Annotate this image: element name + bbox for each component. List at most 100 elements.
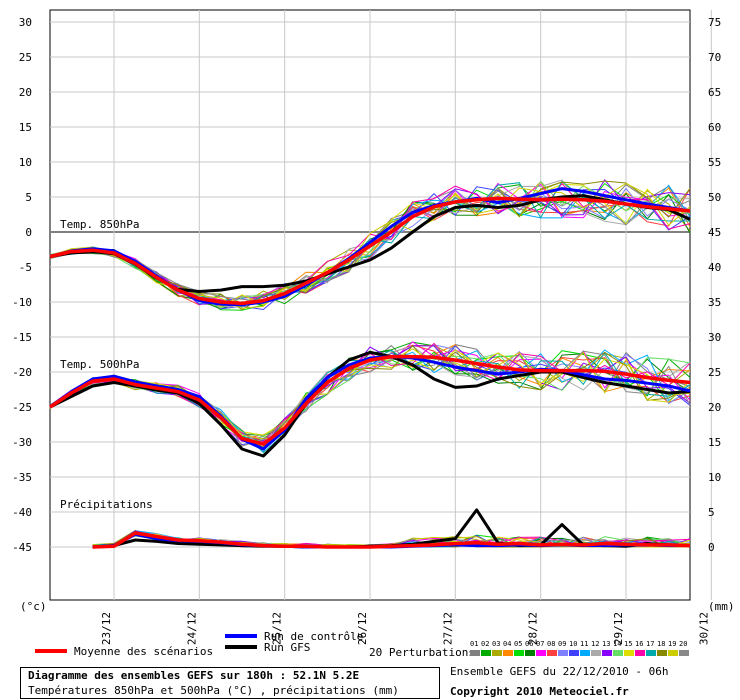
legend-perturbation-id: 11 [580,640,588,648]
legend-perturbation-swatch [635,650,645,656]
right-tick-label: 15 [708,436,721,449]
t500-label: Temp. 500hPa [60,358,139,371]
right-tick-label: 70 [708,51,721,64]
right-tick-label: 20 [708,401,721,414]
right-tick-label: 30 [708,331,721,344]
left-tick-label: -15 [12,331,32,344]
legend-perturbation-id: 01 [470,640,478,648]
x-tick-label: 23/12 [100,612,113,645]
legend-perturbation-id: 05 [514,640,522,648]
legend-perturbation-id: 17 [646,640,654,648]
footer-title-box [20,667,440,699]
right-tick-label: 35 [708,296,721,309]
footer-subtitle: Températures 850hPa et 500hPa (°C) , pré… [28,684,399,697]
right-tick-label: 55 [708,156,721,169]
x-tick-label: 27/12 [441,612,454,645]
legend-perturbation-id: 07 [536,640,544,648]
legend-perturbation-swatch [492,650,502,656]
perturbation-line [49,182,691,309]
legend-perturbation-id: 16 [635,640,643,648]
left-tick-label: 30 [19,16,32,29]
legend-perturbation-swatch [602,650,612,656]
mean-line-t850 [49,196,691,306]
mean-line-precip [92,531,691,549]
legend-perturbation-id: 10 [569,640,577,648]
right-tick-label: 50 [708,191,721,204]
left-tick-label: -10 [12,296,32,309]
legend-perturbation-id: 09 [558,640,566,648]
left-tick-label: 15 [19,121,32,134]
left-tick-label: -40 [12,506,32,519]
legend-perturbation-swatch [547,650,557,656]
left-tick-label: 10 [19,156,32,169]
footer-title: Diagramme des ensembles GEFS sur 180h : … [28,669,360,682]
left-tick-label: 20 [19,86,32,99]
left-tick-label: -30 [12,436,32,449]
x-tick-label: 30/12 [697,612,710,645]
perturbation-line [49,350,691,447]
legend-perturbation-id: 04 [503,640,511,648]
legend-perturbation-swatch [569,650,579,656]
x-tick-label: 25/12 [271,612,284,645]
legend-perturbation-swatch [646,650,656,656]
t850-label: Temp. 850hPa [60,218,139,231]
legend-perturbations-label: 20 Perturbations [369,646,475,659]
legend-perturbation-id: 18 [657,640,665,648]
control-line-t500 [49,355,691,451]
legend-perturbation-swatch [470,650,480,656]
legend-mean-label: Moyenne des scénarios [74,645,213,658]
legend-perturbation-id: 15 [624,640,632,648]
legend-perturbation-swatch [525,650,535,656]
left-tick-label: 5 [25,191,32,204]
right-tick-label: 10 [708,471,721,484]
legend-perturbation-id: 13 [602,640,610,648]
legend-perturbation-swatch [613,650,623,656]
x-tick-label: 26/12 [356,612,369,645]
precip-label: Précipitations [60,498,153,511]
right-tick-label: 5 [708,506,715,519]
left-tick-label: -20 [12,366,32,379]
legend-perturbation-swatch [580,650,590,656]
left-tick-label: 25 [19,51,32,64]
legend-perturbation-swatch [624,650,634,656]
mean-line-t500 [49,354,691,446]
legend-perturbation-id: 08 [547,640,555,648]
run-info: Ensemble GEFS du 22/12/2010 - 06h [450,665,669,678]
legend-gfs-label: Run GFS [264,641,310,654]
legend-perturbation-id: 20 [679,640,687,648]
x-tick-label: 24/12 [185,612,198,645]
legend-perturbation-id: 19 [668,640,676,648]
legend-perturbation-id: 06 [525,640,533,648]
legend-perturbation-id: 12 [591,640,599,648]
legend-perturbation-id: 14 [613,640,621,648]
legend-perturbation-swatch [657,650,667,656]
legend-perturbation-swatch [668,650,678,656]
x-tick-label: 29/12 [612,612,625,645]
legend-perturbation-id: 03 [492,640,500,648]
left-tick-label: 0 [25,226,32,239]
left-tick-label: -25 [12,401,32,414]
right-tick-label: 40 [708,261,721,274]
right-unit-label: (mm) [708,600,735,613]
chart-grid [49,9,712,601]
x-tick-label: 28/12 [527,612,540,645]
main-series-lines [49,187,691,549]
right-tick-label: 25 [708,366,721,379]
right-tick-label: 65 [708,86,721,99]
legend-control-label: Run de contrôle [264,630,363,643]
left-tick-label: -35 [12,471,32,484]
chart-axes: 302520151050-5-10-15-20-25-30-35-40-4575… [12,16,734,645]
left-unit-label: (°c) [20,600,47,613]
right-tick-label: 60 [708,121,721,134]
right-tick-label: 45 [708,226,721,239]
legend-perturbation-swatch [481,650,491,656]
right-tick-label: 75 [708,16,721,29]
right-tick-label: 0 [708,541,715,554]
copyright: Copyright 2010 Meteociel.fr [450,685,629,698]
legend-perturbation-id: 02 [481,640,489,648]
legend: Moyenne des scénarios Run de contrôleRun … [35,630,689,659]
legend-perturbation-swatch [536,650,546,656]
left-tick-label: -5 [19,261,32,274]
gfs-line-t500 [49,350,691,458]
